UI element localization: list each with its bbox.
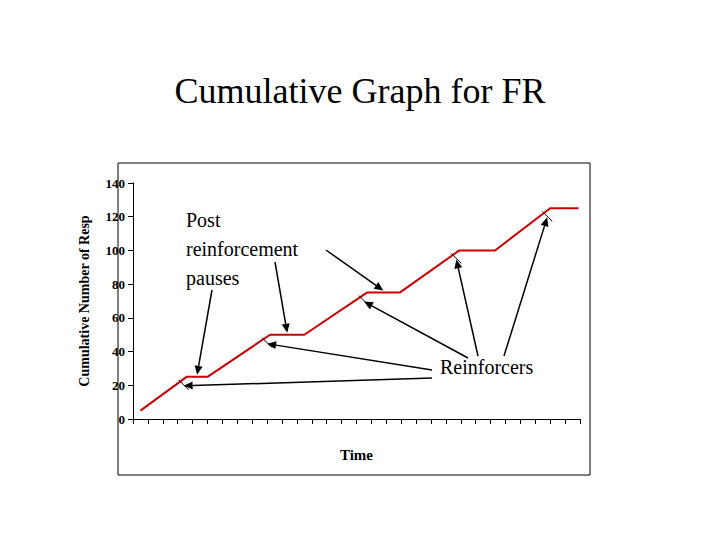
svg-text:20: 20 bbox=[112, 377, 125, 393]
svg-text:100: 100 bbox=[106, 243, 126, 258]
svg-text:Reinforcers: Reinforcers bbox=[440, 356, 534, 378]
svg-text:Post: Post bbox=[186, 209, 221, 231]
svg-text:Cumulative Graph for FR: Cumulative Graph for FR bbox=[175, 71, 546, 111]
svg-text:60: 60 bbox=[112, 310, 125, 326]
svg-text:140: 140 bbox=[106, 176, 126, 191]
svg-text:Cumulative Number of Resp: Cumulative Number of Resp bbox=[77, 215, 92, 386]
svg-text:reinforcement: reinforcement bbox=[186, 238, 299, 260]
svg-text:0: 0 bbox=[119, 412, 126, 427]
svg-text:40: 40 bbox=[112, 344, 125, 360]
svg-text:120: 120 bbox=[106, 209, 126, 224]
svg-text:pauses: pauses bbox=[186, 267, 240, 290]
svg-text:Time: Time bbox=[340, 447, 373, 463]
svg-text:80: 80 bbox=[112, 276, 125, 292]
